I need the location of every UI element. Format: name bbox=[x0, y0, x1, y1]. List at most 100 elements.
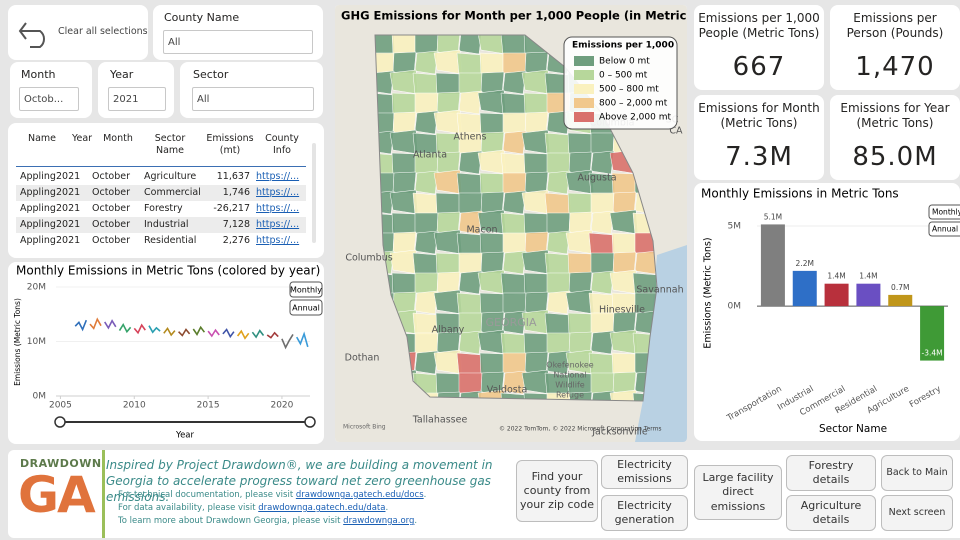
legend-label: 800 – 2,000 mt bbox=[599, 99, 668, 109]
cell: 7,128 bbox=[222, 219, 250, 230]
scrollbar bbox=[312, 143, 316, 243]
toggle-label: Monthly bbox=[290, 286, 322, 295]
place-label: Athens bbox=[454, 132, 487, 143]
bar bbox=[920, 306, 945, 361]
county bbox=[546, 272, 571, 295]
county bbox=[523, 392, 549, 401]
month-slicer: Month Octob... bbox=[10, 62, 92, 118]
county bbox=[414, 332, 439, 355]
county bbox=[611, 232, 637, 255]
nav-button[interactable]: Find your county from your zip code bbox=[516, 460, 598, 522]
county bbox=[567, 132, 593, 155]
value-label: 0.7M bbox=[891, 283, 909, 292]
county bbox=[502, 352, 527, 375]
county bbox=[458, 390, 483, 401]
intro: Inspired by Project Drawdown®, we are bu… bbox=[106, 458, 493, 505]
legend-label: 0 – 500 mt bbox=[599, 71, 648, 81]
column-header: Sector Name bbox=[154, 133, 186, 157]
county bbox=[502, 250, 527, 275]
line-panel: Monthly Emissions in Metric Tons (colore… bbox=[8, 262, 324, 444]
county bbox=[546, 230, 571, 255]
bing-logo: Microsoft Bing bbox=[343, 424, 386, 431]
cell: 2021 bbox=[56, 219, 81, 230]
info-link[interactable]: drawdownga.gatech.edu/data bbox=[258, 503, 386, 513]
county bbox=[567, 312, 593, 335]
toggle-button[interactable] bbox=[928, 204, 960, 220]
kpi-card: Emissions for Year (Metric Tons) 85.0M bbox=[830, 95, 960, 180]
dropdown[interactable]: Octob... bbox=[19, 87, 79, 111]
cell: Industrial bbox=[144, 219, 189, 230]
y-tick-label: 0M bbox=[728, 302, 742, 312]
chart-title: Monthly Emissions in Metric Tons (colore… bbox=[16, 264, 320, 278]
y-tick-label: 20M bbox=[27, 283, 46, 293]
nav-button[interactable]: Forestry details bbox=[786, 455, 876, 491]
cell: Appling bbox=[20, 235, 56, 246]
row-link[interactable]: https://... bbox=[256, 187, 300, 198]
y-tick-label: 5M bbox=[728, 222, 742, 232]
county bbox=[546, 212, 571, 235]
row-link[interactable]: https://... bbox=[256, 203, 300, 214]
y-tick-label: 0M bbox=[33, 392, 47, 402]
value-label: 2.2M bbox=[796, 259, 814, 268]
county bbox=[590, 252, 615, 275]
county bbox=[590, 390, 615, 401]
row-link[interactable]: https://... bbox=[256, 171, 300, 182]
nav-button[interactable]: Electricity generation bbox=[601, 495, 688, 531]
attribution: © 2022 TomTom, © 2022 Microsoft Corporat… bbox=[499, 426, 662, 433]
nav-button[interactable]: Electricity emissions bbox=[601, 455, 688, 489]
county bbox=[502, 232, 527, 255]
line-series bbox=[192, 325, 206, 336]
county bbox=[500, 92, 528, 116]
toggle-label: Annual bbox=[932, 225, 958, 234]
line-series bbox=[74, 319, 88, 332]
kpi-value: 7.3M bbox=[725, 142, 793, 172]
nav-button[interactable]: Next screen bbox=[881, 495, 953, 531]
toggle-button[interactable] bbox=[928, 221, 960, 237]
nav-button[interactable]: Large facility direct emissions bbox=[694, 465, 782, 520]
x-tick-label: 2020 bbox=[270, 401, 293, 411]
legend-title: Emissions per 1,000 bbox=[572, 41, 674, 51]
dropdown[interactable]: All bbox=[163, 30, 313, 54]
column-header: Year bbox=[71, 133, 93, 144]
kpi-card: Emissions per 1,000 People (Metric Tons)… bbox=[694, 5, 824, 90]
nav-button[interactable]: Agriculture details bbox=[786, 495, 876, 531]
county bbox=[414, 212, 439, 235]
slider-handle[interactable] bbox=[54, 416, 66, 428]
toggle-button[interactable] bbox=[289, 299, 323, 316]
county bbox=[414, 230, 439, 255]
info-line: To learn more about Drawdown Georgia, pl… bbox=[118, 516, 417, 526]
x-axis-title: Year bbox=[175, 431, 195, 441]
line-series bbox=[281, 333, 294, 350]
cell: October bbox=[92, 235, 131, 246]
county bbox=[544, 192, 572, 216]
bar bbox=[824, 283, 849, 307]
row-stripe bbox=[16, 185, 306, 201]
place-label: Dothan bbox=[345, 353, 380, 364]
county bbox=[456, 52, 484, 76]
info-text: For data availability, please visit bbox=[118, 503, 259, 513]
kpi-label: Emissions for Year (Metric Tons) bbox=[840, 101, 950, 130]
kpi-value: 85.0M bbox=[852, 142, 938, 172]
county bbox=[458, 330, 483, 355]
county bbox=[523, 272, 549, 295]
dropdown[interactable]: 2021 bbox=[108, 87, 166, 111]
nav-button[interactable]: Back to Main bbox=[881, 455, 953, 491]
info-link[interactable]: drawdownga.org bbox=[343, 516, 415, 526]
row-link[interactable]: https://... bbox=[256, 235, 300, 246]
county bbox=[412, 192, 440, 216]
info-link[interactable]: drawdownga.gatech.edu/docs bbox=[295, 490, 424, 500]
cell: 2021 bbox=[56, 187, 81, 198]
clear-panel[interactable]: Clear all selections bbox=[8, 5, 148, 60]
legend-swatch bbox=[574, 112, 594, 122]
toggle-button[interactable] bbox=[289, 281, 323, 298]
county bbox=[479, 292, 505, 315]
dropdown[interactable]: All bbox=[192, 87, 314, 111]
legend-swatch bbox=[574, 56, 594, 66]
row-link[interactable]: https://... bbox=[256, 219, 300, 230]
cell: 1,746 bbox=[222, 187, 250, 198]
line-series bbox=[236, 329, 250, 340]
column-header: Emissions (mt) bbox=[206, 133, 254, 157]
county bbox=[458, 90, 483, 115]
legend-swatch bbox=[574, 70, 594, 80]
slider-handle[interactable] bbox=[304, 416, 316, 428]
